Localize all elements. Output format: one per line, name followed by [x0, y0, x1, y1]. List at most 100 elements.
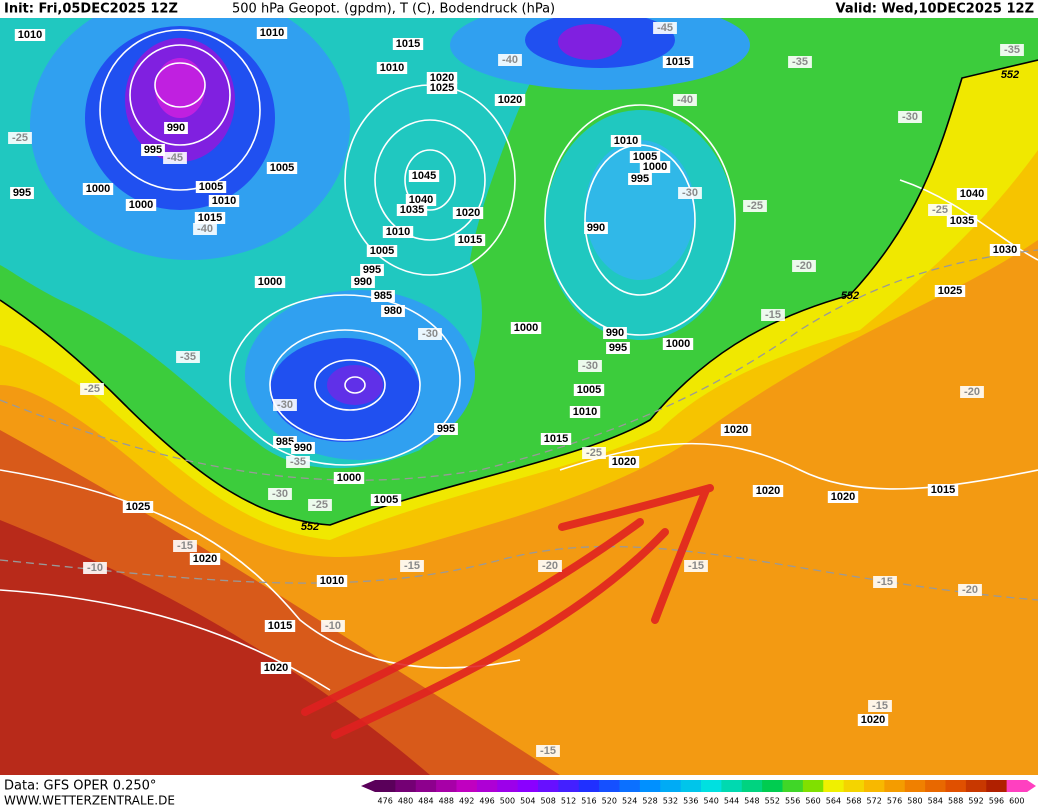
legend-swatch [375, 780, 396, 792]
legend-swatch [721, 780, 743, 792]
temperature-label: -25 [932, 204, 948, 216]
isobar-label: 1015 [396, 38, 420, 50]
isobar-label-box [956, 188, 988, 200]
temperature-label: -15 [765, 309, 781, 321]
isobar-label: 1020 [756, 485, 780, 497]
legend-label: 492 [459, 797, 474, 806]
isobar-label: 1020 [498, 94, 522, 106]
temperature-label: -30 [277, 399, 293, 411]
temperature-label-box [960, 386, 984, 398]
legend-label: 548 [744, 797, 759, 806]
temperature-label-box [761, 309, 785, 321]
legend-label: 600 [1009, 797, 1024, 806]
legend-label: 568 [846, 797, 861, 806]
temperature-label: -25 [747, 200, 763, 212]
isobar-label-box [141, 144, 165, 156]
temperature-label-box [898, 111, 922, 123]
isobar-label-box [510, 322, 542, 334]
temperature-label: -15 [177, 540, 193, 552]
isobar-label-box [540, 433, 572, 445]
legend-swatch [538, 780, 559, 792]
isobar-label-box [254, 276, 286, 288]
isobar-label: 1000 [643, 161, 667, 173]
isobar-label: 1020 [831, 491, 855, 503]
legend-swatch [701, 780, 722, 792]
legend-label: 496 [479, 797, 494, 806]
isobar-label: 1000 [86, 183, 110, 195]
legend-label: 552 [765, 797, 780, 806]
temperature-label-box [286, 456, 310, 468]
temperature-label: -30 [272, 488, 288, 500]
temperature-label: -20 [962, 584, 978, 596]
valid-time: Valid: Wed,10DEC2025 12Z [835, 2, 1034, 17]
isobar-label: 1000 [337, 472, 361, 484]
temperature-label-box [678, 187, 702, 199]
legend-label: 512 [561, 797, 576, 806]
isobar-label-box [122, 501, 154, 513]
legend-label: 588 [948, 797, 963, 806]
isobar-label: 1015 [931, 484, 955, 496]
legend-label: 536 [683, 797, 698, 806]
website: WWW.WETTERZENTRALE.DE [4, 794, 175, 808]
isobar-label: 1005 [199, 181, 223, 193]
temperature-label-box [173, 540, 197, 552]
legend-swatch [436, 780, 457, 792]
isobar-label-box [639, 161, 671, 173]
isobar-label-box [396, 204, 428, 216]
isobar-label: 1015 [268, 620, 292, 632]
temperature-label-box [308, 499, 332, 511]
isobar-label: 995 [609, 342, 627, 354]
isobar-label: 1015 [544, 433, 568, 445]
legend-swatch [660, 780, 682, 792]
temperature-label-box [83, 562, 107, 574]
legend-swatch [456, 780, 478, 792]
legend-swatch [619, 780, 641, 792]
isobar-label: 990 [294, 442, 312, 454]
isobar-label-box [291, 442, 315, 454]
legend-swatch [965, 780, 987, 792]
isobar-label: 1010 [380, 62, 404, 74]
temperature-label-box [163, 152, 187, 164]
temperature-label-box [582, 447, 606, 459]
temperature-label: -30 [902, 111, 918, 123]
temperature-label-box [684, 560, 708, 572]
isobar-label-box [720, 424, 752, 436]
legend-swatch [517, 780, 539, 792]
isobar-label: 1005 [370, 245, 394, 257]
legend-label: 520 [602, 797, 617, 806]
isobar-label: 1030 [993, 244, 1017, 256]
isobar-label: 990 [167, 122, 185, 134]
isobar-label: 1010 [614, 135, 638, 147]
temperature-label-box [268, 488, 292, 500]
temperature-label: -15 [872, 700, 888, 712]
legend-swatch [782, 780, 804, 792]
temperature-label: -40 [502, 54, 518, 66]
isobar-label-box [351, 276, 375, 288]
temperature-label: -10 [87, 562, 103, 574]
isobar-label-box [392, 38, 424, 50]
legend-label: 576 [887, 797, 902, 806]
map-field [0, 0, 1038, 775]
isobar-label: 995 [631, 173, 649, 185]
isobar-label-box [316, 575, 348, 587]
isobar-label-box [260, 662, 292, 674]
isobar-label: 995 [13, 187, 31, 199]
isobar-label-box [629, 151, 661, 163]
temperature-label-box [538, 560, 562, 572]
temperature-label: -35 [1004, 44, 1020, 56]
isobar-label-box [434, 423, 458, 435]
legend-swatch [558, 780, 580, 792]
isobar-label-box [606, 342, 630, 354]
temperature-label: -45 [657, 22, 673, 34]
temperature-label-box [958, 584, 982, 596]
isobar-label: 1010 [386, 226, 410, 238]
legend-label: 532 [663, 797, 678, 806]
temperature-label-box [743, 200, 767, 212]
isobar-label-box [405, 194, 437, 206]
legend-swatch [741, 780, 763, 792]
header-bar [0, 0, 1038, 18]
isobar-label: 1015 [666, 56, 690, 68]
temperature-label-box [400, 560, 424, 572]
temperature-label-box [792, 260, 816, 272]
temperature-label-box [1000, 44, 1024, 56]
